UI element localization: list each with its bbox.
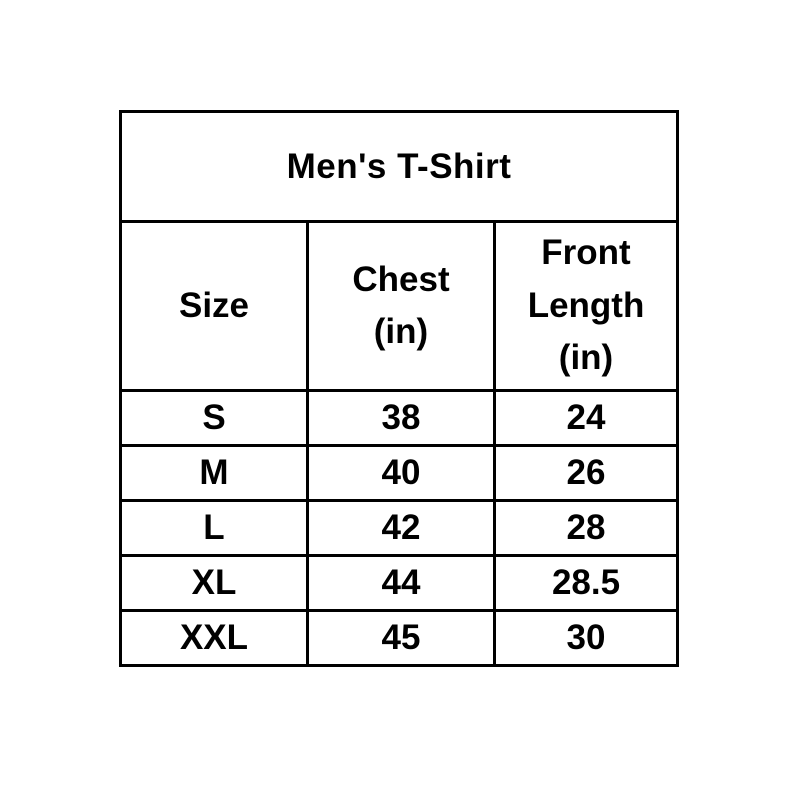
size-value: L (119, 499, 309, 557)
size-value: M (119, 444, 309, 502)
chest-value: 42 (306, 499, 496, 557)
column-header-front-length: Front Length (in) (492, 220, 680, 392)
front-length-value: 30 (492, 609, 680, 667)
table-row: S 38 24 (119, 389, 680, 447)
chest-value: 44 (306, 554, 496, 612)
front-length-value: 26 (492, 444, 680, 502)
title-row: Men's T-Shirt (118, 110, 680, 223)
size-value: XXL (119, 609, 309, 667)
table-row: L 42 28 (119, 499, 680, 557)
column-header-size: Size (119, 220, 309, 392)
table-row: XL 44 28.5 (119, 554, 680, 612)
header-row: Size Chest (in) Front Length (in) (119, 220, 680, 392)
front-length-value: 28.5 (492, 554, 680, 612)
column-header-chest: Chest (in) (306, 220, 496, 392)
chest-value: 40 (306, 444, 496, 502)
size-chart-table: Men's T-Shirt Size Chest (in) Front Leng… (118, 110, 680, 667)
table-title: Men's T-Shirt (118, 110, 680, 223)
size-value: XL (119, 554, 309, 612)
table-row: XXL 45 30 (119, 609, 680, 667)
size-value: S (119, 389, 309, 447)
chest-value: 38 (306, 389, 496, 447)
table-row: M 40 26 (119, 444, 680, 502)
chest-value: 45 (306, 609, 496, 667)
front-length-value: 24 (492, 389, 680, 447)
front-length-value: 28 (492, 499, 680, 557)
